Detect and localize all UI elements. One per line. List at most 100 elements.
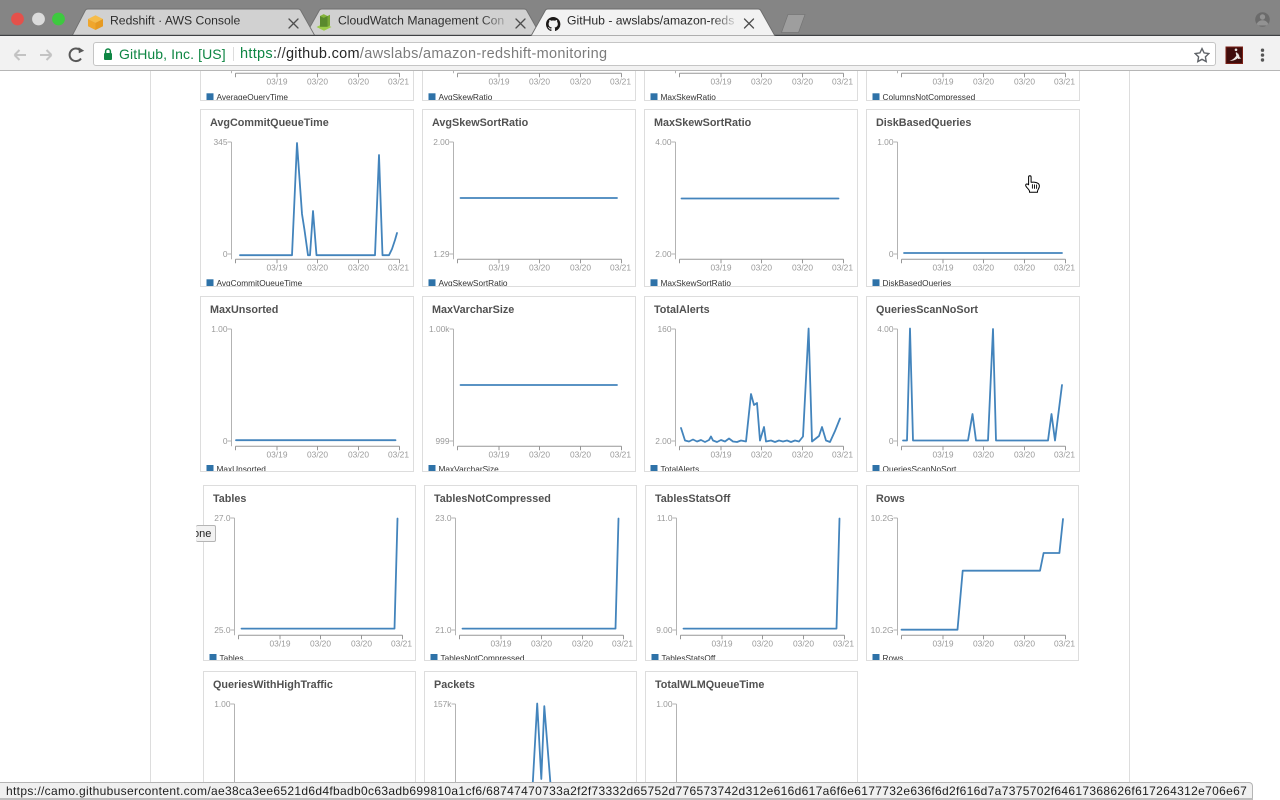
svg-text:03/20: 03/20 [751,262,772,272]
svg-text:1.00: 1.00 [656,699,673,709]
svg-text:03/21: 03/21 [832,262,853,272]
svg-text:TotalAlerts: TotalAlerts [661,464,700,471]
svg-text:03/20: 03/20 [348,262,369,272]
svg-text:03/20: 03/20 [572,638,593,648]
svg-text:AvgCommitQueueTime: AvgCommitQueueTime [210,117,329,129]
svg-text:03/19: 03/19 [267,262,288,272]
svg-text:MaxUnsorted: MaxUnsorted [217,464,267,471]
svg-text:Rows: Rows [876,493,905,505]
svg-text:03/19: 03/19 [489,449,510,459]
svg-text:TotalAlerts: TotalAlerts [654,304,710,316]
svg-text:03/19: 03/19 [933,638,954,648]
svg-text:Packets: Packets [434,679,475,691]
svg-text:03/20: 03/20 [1014,449,1035,459]
svg-text:AvgCommitQueueTime: AvgCommitQueueTime [217,278,303,286]
svg-text:03/20: 03/20 [529,262,550,272]
svg-text:QueriesScanNoSort: QueriesScanNoSort [883,464,957,471]
svg-text:4.00: 4.00 [877,324,894,334]
svg-text:03/21: 03/21 [832,449,853,459]
svg-text:TablesStatsOff: TablesStatsOff [662,653,716,660]
svg-text:03/21: 03/21 [391,638,412,648]
svg-text:AvgSkewSortRatio: AvgSkewSortRatio [432,117,529,129]
svg-text:QueriesWithHighTraffic: QueriesWithHighTraffic [213,679,333,691]
svg-text:03/20: 03/20 [310,638,331,648]
svg-text:ColumnsNotCompressed: ColumnsNotCompressed [883,92,976,100]
svg-text:TablesStatsOff: TablesStatsOff [655,493,731,505]
svg-text:03/21: 03/21 [1054,76,1075,86]
svg-text:03/20: 03/20 [529,76,550,86]
svg-text:25.0: 25.0 [214,625,231,635]
svg-text:03/21: 03/21 [1054,262,1075,272]
svg-text:03/21: 03/21 [612,638,633,648]
svg-text:AverageQueryTime: AverageQueryTime [217,92,289,100]
svg-text:03/21: 03/21 [1054,638,1075,648]
svg-text:03/20: 03/20 [973,262,994,272]
svg-text:03/20: 03/20 [351,638,372,648]
svg-text:0: 0 [889,436,894,446]
svg-text:TablesNotCompressed: TablesNotCompressed [434,493,551,505]
svg-text:03/20: 03/20 [348,449,369,459]
svg-text:MaxVarcharSize: MaxVarcharSize [432,304,514,316]
svg-text:2.00: 2.00 [433,137,450,147]
svg-text:MaxSkewSortRatio: MaxSkewSortRatio [661,278,732,286]
svg-text:03/19: 03/19 [933,76,954,86]
svg-text:4.00: 4.00 [655,137,672,147]
svg-text:03/21: 03/21 [610,262,631,272]
svg-text:TablesNotCompressed: TablesNotCompressed [441,653,525,660]
svg-text:DiskBasedQueries: DiskBasedQueries [876,117,971,129]
svg-text:03/20: 03/20 [751,76,772,86]
svg-text:03/19: 03/19 [712,638,733,648]
svg-text:03/20: 03/20 [973,638,994,648]
svg-text:03/21: 03/21 [610,449,631,459]
svg-text:0: 0 [223,436,228,446]
svg-text:157k: 157k [433,699,452,709]
svg-text:Tables: Tables [213,493,246,505]
svg-text:Tables: Tables [220,653,244,660]
svg-text:QueriesScanNoSort: QueriesScanNoSort [876,304,978,316]
svg-text:03/20: 03/20 [307,262,328,272]
svg-text:03/21: 03/21 [388,262,409,272]
svg-text:03/19: 03/19 [489,262,510,272]
svg-text:CloudWatch Management Con: CloudWatch Management Con [338,13,504,27]
svg-text:03/21: 03/21 [388,76,409,86]
svg-text:03/19: 03/19 [711,76,732,86]
svg-text:03/20: 03/20 [752,638,773,648]
svg-text:TotalWLMQueueTime: TotalWLMQueueTime [655,679,764,691]
svg-text:10.2G: 10.2G [871,625,894,635]
svg-text:11.0: 11.0 [657,513,673,523]
svg-text:03/20: 03/20 [1014,76,1035,86]
svg-text:03/20: 03/20 [570,262,591,272]
svg-text:03/20: 03/20 [531,638,552,648]
svg-text:03/20: 03/20 [751,449,772,459]
svg-text:03/20: 03/20 [529,449,550,459]
svg-text:03/20: 03/20 [348,76,369,86]
svg-text:MaxSkewRatio: MaxSkewRatio [661,92,717,100]
svg-text:03/19: 03/19 [491,638,512,648]
svg-text:0: 0 [223,249,228,259]
svg-text:9.00: 9.00 [656,625,673,635]
svg-text:10.2G: 10.2G [871,513,894,523]
svg-text:MaxSkewSortRatio: MaxSkewSortRatio [654,117,752,129]
svg-text:03/19: 03/19 [711,262,732,272]
svg-text:0: 0 [889,249,894,259]
svg-text:03/20: 03/20 [307,76,328,86]
svg-text:03/19: 03/19 [267,449,288,459]
svg-text:AvgSkewRatio: AvgSkewRatio [439,92,493,100]
svg-text:160: 160 [658,324,672,334]
svg-text:03/19: 03/19 [489,76,510,86]
svg-text:03/20: 03/20 [973,449,994,459]
svg-text:GitHub - awslabs/amazon-reds: GitHub - awslabs/amazon-reds [567,13,734,27]
svg-text:03/20: 03/20 [793,638,814,648]
svg-text:03/20: 03/20 [1014,638,1035,648]
svg-text:27.0: 27.0 [214,513,231,523]
svg-text:MaxVarcharSize: MaxVarcharSize [439,464,500,471]
svg-text:1.00: 1.00 [211,324,228,334]
svg-text:03/21: 03/21 [388,449,409,459]
svg-text:DiskBasedQueries: DiskBasedQueries [883,278,952,286]
svg-text:03/21: 03/21 [1054,449,1075,459]
svg-text:MaxUnsorted: MaxUnsorted [210,304,278,316]
svg-text:345: 345 [214,137,228,147]
svg-text:Redshift · AWS Console: Redshift · AWS Console [110,13,240,27]
svg-text:2.00: 2.00 [655,436,672,446]
svg-text:03/19: 03/19 [711,449,732,459]
